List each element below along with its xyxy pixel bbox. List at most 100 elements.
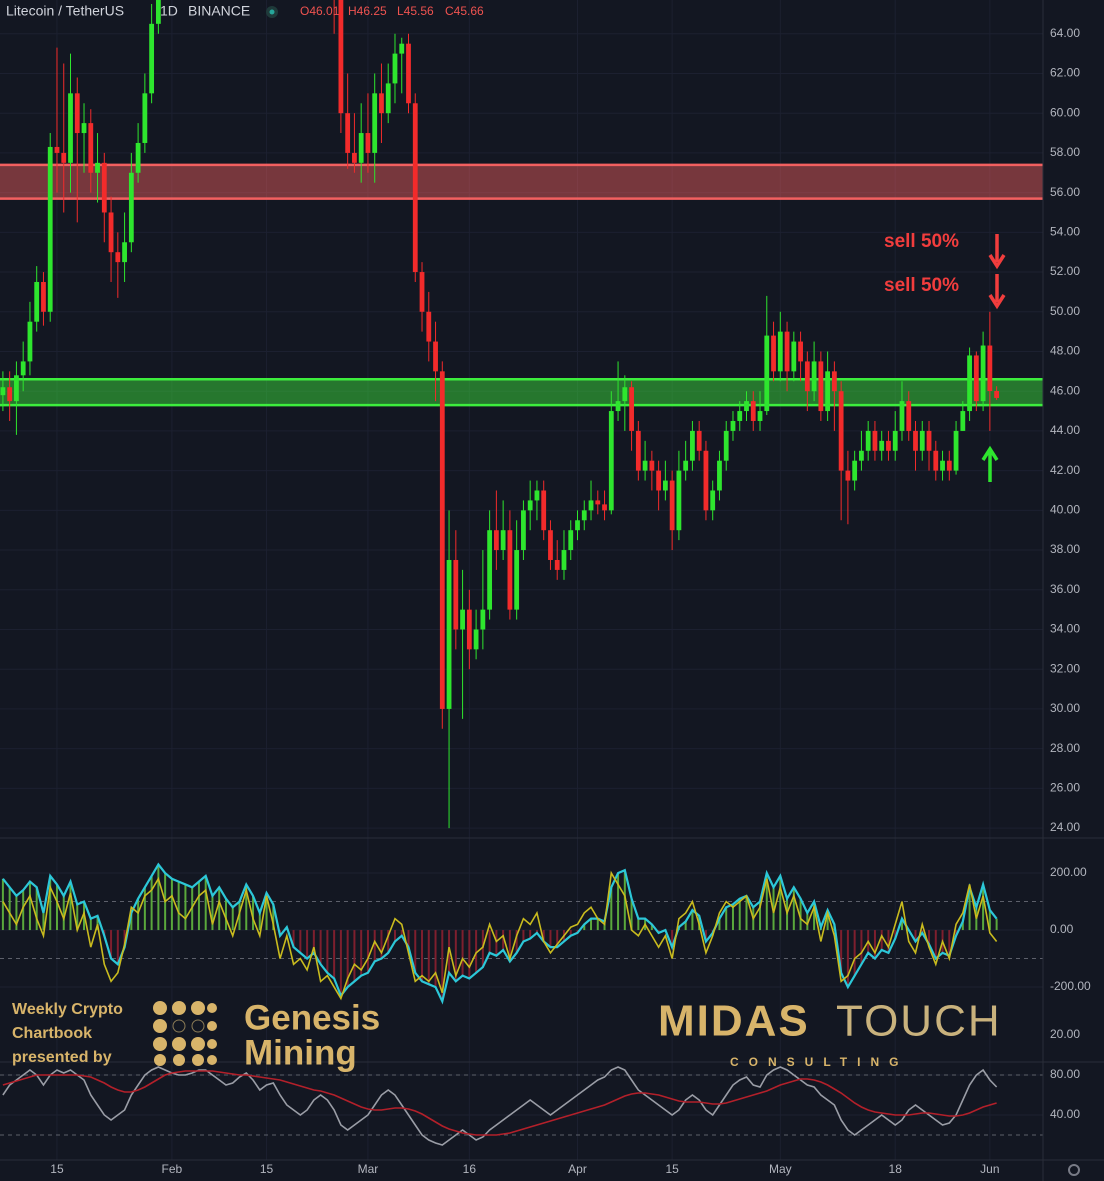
candle-body — [135, 142, 141, 173]
brand-text: Chartbook — [12, 1025, 92, 1042]
histogram-bar — [116, 930, 119, 965]
candle-body — [913, 430, 918, 451]
histogram-bar — [360, 930, 363, 976]
histogram-bar — [792, 887, 795, 931]
y-tick-label: 40.00 — [1050, 1107, 1080, 1121]
histogram-bar — [968, 887, 971, 931]
y-tick-label: 54.00 — [1050, 225, 1080, 239]
zone — [0, 164, 1043, 199]
ohlc-open: O46.01 — [300, 4, 340, 18]
histogram-bar — [468, 930, 471, 979]
x-tick-label: 15 — [50, 1162, 64, 1176]
histogram-bar — [813, 901, 816, 931]
histogram-bar — [846, 930, 849, 988]
candle-body — [487, 530, 493, 610]
pane — [0, 1066, 1043, 1146]
histogram-bar — [900, 918, 903, 931]
y-tick-label: 26.00 — [1050, 781, 1080, 795]
histogram-bar — [603, 921, 606, 931]
ohlc-close: C45.66 — [445, 4, 484, 18]
candle-body — [642, 460, 648, 471]
histogram-bar — [272, 904, 275, 931]
histogram-bar — [475, 930, 478, 973]
touch-text: TOUCH — [836, 997, 1002, 1046]
histogram-bar — [441, 930, 444, 1002]
histogram-bar — [218, 887, 221, 931]
candle-body — [825, 371, 831, 412]
histogram-bar — [258, 912, 261, 931]
genesis-text: Mining — [244, 1033, 357, 1072]
candle-body — [940, 460, 945, 471]
y-tick-label: 42.00 — [1050, 463, 1080, 477]
settings-icon[interactable] — [1068, 1164, 1080, 1176]
histogram-bar — [691, 910, 694, 931]
histogram-bar — [725, 907, 728, 931]
candle-body — [710, 490, 716, 511]
candle-body — [568, 530, 574, 551]
candle-body — [933, 450, 939, 471]
consulting-text: CONSULTING — [730, 1055, 908, 1069]
candle-body — [608, 411, 614, 511]
x-tick-label: 15 — [665, 1162, 679, 1176]
histogram-bar — [299, 930, 302, 953]
annotation: sell 50% — [884, 275, 959, 296]
histogram-bar — [252, 895, 255, 931]
histogram-bar — [8, 887, 11, 931]
candle-body — [838, 391, 844, 471]
candle-body — [142, 93, 148, 143]
candle-body — [575, 520, 580, 531]
candle-body — [412, 103, 418, 273]
candle-body — [899, 401, 905, 431]
histogram-bar — [765, 873, 768, 931]
candle-body — [439, 371, 445, 709]
histogram-bar — [623, 870, 626, 931]
candle-body — [493, 530, 499, 551]
histogram-bar — [400, 930, 403, 936]
histogram-bar — [62, 895, 65, 931]
histogram-bar — [393, 930, 396, 942]
candle-body — [656, 470, 662, 491]
candle-body — [514, 550, 520, 610]
candle-body — [122, 242, 127, 263]
candle-body — [798, 341, 803, 362]
series-line — [2, 1066, 998, 1146]
candle-body — [108, 212, 114, 253]
candle-body — [385, 83, 391, 114]
histogram-bar — [495, 930, 498, 956]
histogram-bar — [421, 930, 424, 982]
candle-body — [47, 146, 53, 312]
candle-body — [886, 440, 891, 451]
y-tick-label: 62.00 — [1050, 66, 1080, 80]
candle-body — [757, 411, 763, 421]
candle-body — [953, 430, 959, 471]
histogram-bar — [292, 930, 295, 948]
histogram-bar — [982, 884, 985, 931]
candle-body — [0, 387, 6, 396]
candle-body — [831, 371, 837, 392]
y-tick-label: 0.00 — [1050, 922, 1074, 936]
candle-body — [372, 93, 378, 153]
histogram-bar — [130, 912, 133, 931]
candle-body — [865, 430, 871, 451]
histogram-bar — [914, 930, 917, 942]
histogram-bar — [312, 930, 315, 953]
candle-body — [466, 609, 472, 650]
histogram-bar — [238, 901, 241, 931]
candle-body — [54, 146, 60, 153]
histogram-bar — [1, 878, 4, 931]
candle-body — [399, 43, 405, 54]
histogram-bar — [461, 930, 464, 976]
histogram-bar — [414, 930, 417, 973]
histogram-bar — [590, 918, 593, 931]
plot-layers — [0, 0, 1043, 1160]
candle-body — [115, 252, 121, 263]
candle-body — [967, 355, 972, 412]
sell-arrow — [988, 274, 1006, 310]
series-line — [2, 1070, 997, 1136]
candle-body — [74, 93, 80, 134]
ohlc-high: H46.25 — [348, 4, 387, 18]
y-tick-label: 20.00 — [1050, 1027, 1080, 1041]
histogram-bar — [366, 930, 369, 973]
genesis-logo-dots — [153, 1001, 217, 1066]
